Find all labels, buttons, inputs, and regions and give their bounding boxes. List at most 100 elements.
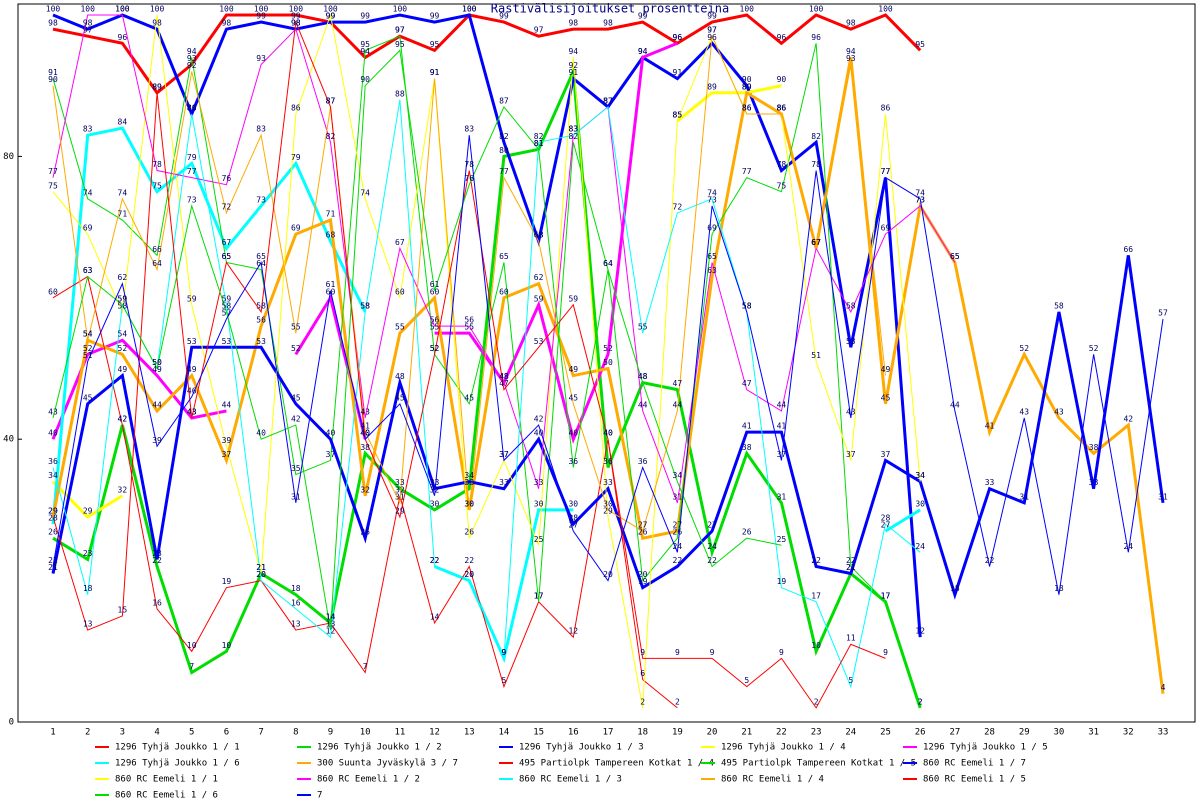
data-label: 37 (846, 450, 856, 459)
data-label: 58 (360, 301, 370, 310)
data-label: 22 (430, 556, 440, 565)
data-label: 57 (1158, 309, 1168, 318)
data-label: 41 (742, 422, 752, 431)
x-tick-label: 11 (394, 728, 405, 738)
data-label: 67 (811, 238, 821, 247)
data-label: 67 (395, 238, 405, 247)
data-label: 37 (222, 450, 232, 459)
data-label: 91 (48, 68, 58, 77)
data-label: 87 (499, 96, 509, 105)
legend-label: 1296 Tyhjä Joukko 1 / 6 (115, 759, 240, 769)
data-label: 26 (673, 528, 683, 537)
series-line (52, 135, 1164, 595)
data-label: 73 (256, 195, 266, 204)
data-label: 73 (915, 195, 925, 204)
data-label: 16 (291, 598, 301, 607)
data-label: 98 (291, 19, 301, 28)
data-label: 95 (395, 40, 405, 49)
data-label: 50 (152, 358, 162, 367)
data-label: 93 (256, 54, 266, 63)
data-label: 38 (360, 443, 370, 452)
data-label: 99 (707, 12, 717, 21)
data-label: 2 (640, 697, 645, 706)
data-label: 68 (534, 231, 544, 240)
data-label: 52 (430, 344, 440, 353)
data-label: 68 (326, 231, 336, 240)
data-label: 86 (881, 103, 891, 112)
x-tick-label: 33 (1158, 728, 1169, 738)
data-label: 32 (430, 485, 440, 494)
data-label: 39 (152, 436, 162, 445)
data-label: 64 (152, 259, 162, 268)
data-label: 48 (499, 372, 509, 381)
data-label: 27 (881, 521, 891, 530)
data-label: 91 (430, 68, 440, 77)
data-label: 7 (189, 662, 194, 671)
data-label: 30 (464, 499, 474, 508)
data-label: 65 (499, 252, 509, 261)
data-label: 52 (1019, 344, 1029, 353)
data-label: 45 (881, 393, 891, 402)
data-label: 74 (915, 188, 925, 197)
data-label: 33 (603, 478, 613, 487)
data-label: 59 (568, 294, 578, 303)
data-label: 33 (395, 478, 405, 487)
x-tick-label: 21 (741, 728, 752, 738)
data-label: 24 (1123, 542, 1133, 551)
data-label: 34 (48, 471, 58, 480)
data-label: 35 (291, 464, 301, 473)
data-label: 20 (256, 570, 266, 579)
data-label: 64 (603, 259, 613, 268)
x-tick-label: 6 (224, 728, 229, 738)
data-label: 27 (707, 521, 717, 530)
data-label: 24 (915, 542, 925, 551)
data-label: 61 (430, 280, 440, 289)
legend-label: 860 RC Eemeli 1 / 4 (721, 775, 824, 785)
data-label: 99 (291, 12, 301, 21)
data-label: 100 (289, 5, 304, 14)
data-label: 44 (950, 400, 960, 409)
data-label: 34 (464, 471, 474, 480)
data-label: 99 (326, 12, 336, 21)
data-label: 83 (83, 125, 93, 134)
x-tick-label: 20 (707, 728, 718, 738)
data-label: 78 (464, 160, 474, 169)
data-label: 73 (915, 195, 925, 204)
x-tick-label: 28 (984, 728, 995, 738)
series-line (51, 480, 124, 519)
data-label: 74 (360, 188, 370, 197)
data-label: 17 (881, 591, 891, 600)
data-label: 22 (673, 556, 683, 565)
chart-title: Rastivälisijoitukset prosentteina (491, 2, 729, 16)
data-label: 23 (152, 549, 162, 558)
data-label: 92 (568, 61, 578, 70)
data-label: 96 (811, 33, 821, 42)
x-tick-label: 18 (637, 728, 648, 738)
data-label: 45 (464, 393, 474, 402)
data-label: 43 (1019, 407, 1029, 416)
data-label: 92 (187, 61, 197, 70)
data-label: 31 (291, 492, 301, 501)
data-label: 26 (360, 528, 370, 537)
data-label: 95 (915, 40, 925, 49)
x-tick-label: 2 (85, 728, 90, 738)
data-label: 51 (811, 351, 821, 360)
data-label: 29 (395, 506, 405, 515)
data-label: 38 (1089, 443, 1099, 452)
data-label: 89 (742, 82, 752, 91)
data-label: 98 (83, 19, 93, 28)
x-tick-label: 31 (1088, 728, 1099, 738)
series-line (51, 126, 367, 525)
data-label: 34 (673, 471, 683, 480)
data-label: 40 (48, 429, 58, 438)
data-label: 98 (603, 19, 613, 28)
data-label: 100 (219, 5, 234, 14)
data-label: 62 (118, 273, 128, 282)
data-label: 66 (152, 245, 162, 254)
data-label: 45 (568, 393, 578, 402)
data-label: 40 (534, 429, 544, 438)
data-label: 59 (222, 294, 232, 303)
data-label: 26 (638, 528, 648, 537)
data-label: 89 (152, 82, 162, 91)
data-label: 87 (326, 96, 336, 105)
